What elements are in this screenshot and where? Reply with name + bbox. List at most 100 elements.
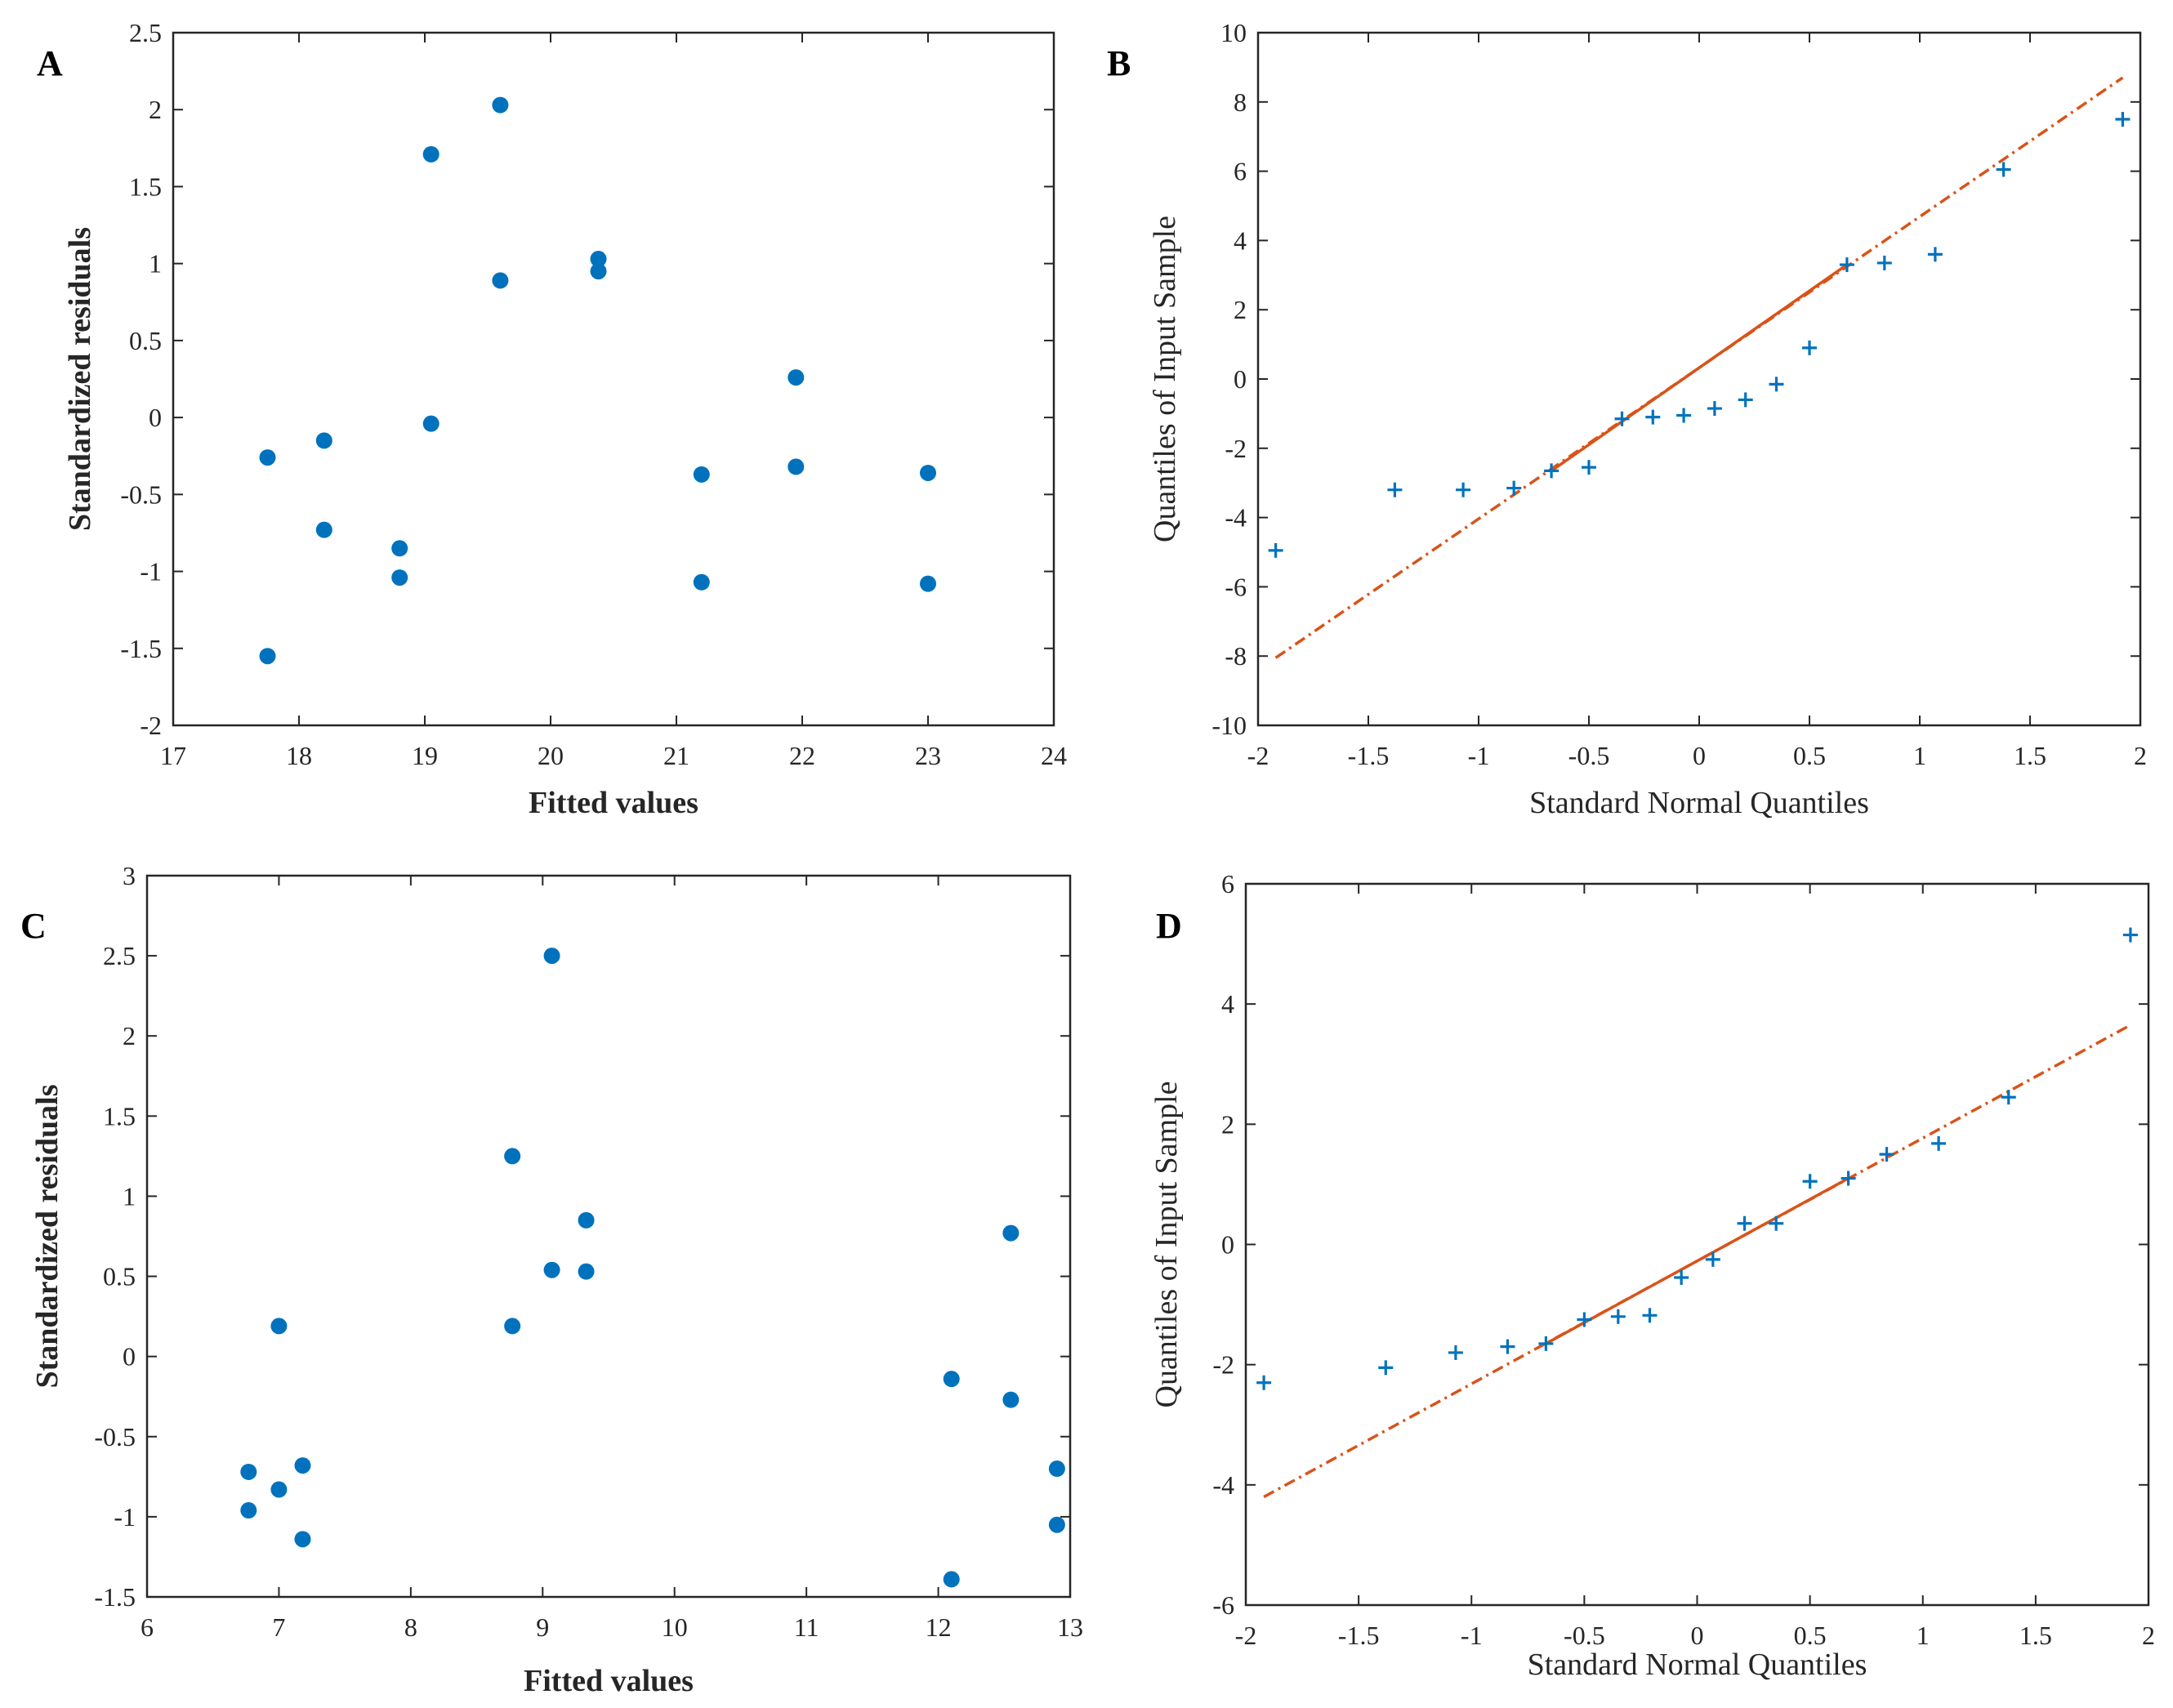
x-tick-label: 1 [1913,741,1926,770]
x-tick-label: 24 [1041,741,1067,770]
y-tick-label: -10 [1211,711,1247,740]
y-tick-label: 2.5 [103,941,136,970]
data-point [1841,1171,1856,1186]
x-axis-label: Standard Normal Quantiles [1529,786,1869,820]
y-tick-label: 2 [1234,295,1247,324]
data-point [492,272,509,289]
y-tick-label: 0 [1234,364,1247,394]
data-point [1577,1312,1592,1327]
x-tick-label: 13 [1057,1612,1083,1642]
data-point [1674,1269,1689,1285]
y-axis-label: Standardized residuals [63,227,97,531]
panel-b-letter: B [1107,43,1131,83]
y-tick-label: 1.5 [103,1101,136,1130]
y-tick-label: 1 [149,249,162,279]
data-point [1048,1460,1065,1478]
x-tick-label: -0.5 [1564,1621,1605,1650]
data-point [1268,542,1283,558]
x-tick-label: 12 [926,1612,952,1642]
x-tick-label: 0 [1693,741,1706,770]
data-point [1256,1375,1272,1390]
x-tick-label: 0.5 [1793,741,1826,770]
y-axis-label: Quantiles of Input Sample [1148,216,1182,542]
data-point [1705,1251,1720,1267]
y-tick-label: 6 [1234,157,1247,186]
y-tick-label: -6 [1225,572,1247,601]
data-point [1448,1345,1463,1360]
data-point [2122,927,2138,943]
reference-line-solid [1551,263,1848,472]
y-tick-label: -2 [1212,1350,1234,1380]
data-point [259,648,276,665]
y-tick-label: 4 [1221,989,1234,1019]
x-tick-label: -1 [1468,741,1490,770]
data-point [1839,257,1854,273]
reference-line-dashed [1263,1023,2131,1499]
data-point [1931,1135,1947,1151]
data-point [504,1318,521,1335]
x-tick-label: 20 [538,741,564,770]
y-axis-label: Standardized residuals [30,1085,65,1389]
x-tick-label: 22 [789,741,815,770]
data-point [1506,480,1522,496]
data-point [294,1457,311,1474]
data-point [1876,255,1892,270]
x-tick-label: 18 [286,741,312,770]
data-point [943,1571,960,1588]
data-point [590,263,607,280]
panel-b-frame [1256,31,2142,727]
y-tick-label: -6 [1212,1590,1234,1620]
x-tick-label: 1.5 [2014,741,2046,770]
data-point [1802,1174,1818,1189]
panel-a: A 17 18 19 20 21 22 23 24 -2 -1.5 -1 -0.5 0 0.5 1 1.5 2 2.… [37,18,1067,820]
x-tick-label: 17 [160,741,186,770]
data-point [1582,460,1596,475]
data-point [1769,1215,1784,1231]
data-point [693,573,710,591]
data-point [590,251,607,268]
panel-d-letter: D [1156,906,1182,946]
x-tick-label: 1 [1916,1621,1930,1650]
y-tick-label: -0.5 [94,1422,136,1452]
x-tick-label: 0.5 [1794,1621,1827,1650]
data-point [315,432,332,449]
x-tick-label: 2 [2134,741,2147,770]
panel-c-letter: C [20,906,47,946]
data-point [1538,1336,1554,1351]
data-point [315,521,332,538]
data-point [1387,482,1403,497]
data-point [1996,162,2011,177]
reference-line-dashed [1274,76,2124,659]
data-point [270,1481,288,1498]
panel-a-frame [172,31,1055,727]
data-point [1707,401,1722,417]
x-tick-label: 21 [663,741,689,770]
x-tick-label: 6 [141,1612,154,1642]
panel-d: D -2 -1.5 -1 -0.5 0 0.5 1 1.5 2 -6 -4 -2 0 2 4 6 Standard… [1149,869,2155,1682]
data-point [1610,1309,1626,1324]
data-point [1614,411,1630,426]
y-tick-label: -1.5 [120,634,162,663]
y-tick-label: -2 [1225,434,1247,463]
x-tick-label: 0 [1691,1621,1704,1650]
data-point [240,1502,257,1519]
y-tick-label: 0.5 [129,326,162,355]
data-point [504,1148,521,1165]
y-tick-label: -1.5 [94,1582,136,1612]
data-point [578,1263,595,1280]
y-tick-label: 0 [149,403,162,432]
data-point [422,415,440,432]
y-tick-label: 1 [123,1181,136,1211]
x-tick-label: 23 [915,741,941,770]
x-tick-label: 11 [794,1612,819,1642]
y-tick-label: -4 [1225,503,1247,533]
data-point [788,458,805,475]
y-tick-label: 0 [123,1342,136,1371]
panel-c: C 6 7 8 9 10 11 12 13 -1.5 -1 -0.5 0 0.5 1 1.5 2 2.5 3 Fitt… [20,861,1083,1698]
data-point [1676,408,1692,423]
y-tick-label: -2 [140,711,162,740]
x-tick-label: 9 [536,1612,549,1642]
data-point [2115,112,2131,127]
data-point [1544,463,1559,479]
